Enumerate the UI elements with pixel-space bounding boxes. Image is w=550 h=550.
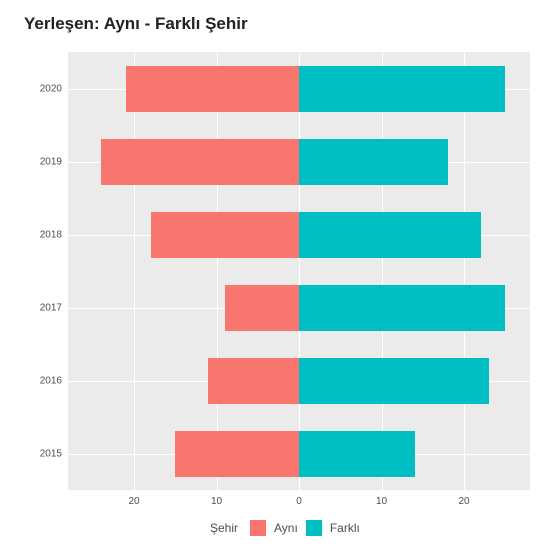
x-gridline [217, 52, 218, 490]
y-tick-label: 2015 [34, 448, 62, 459]
y-tick-label: 2018 [34, 229, 62, 240]
bar-right [299, 358, 489, 404]
legend-title: Şehir [210, 521, 238, 535]
x-tick-label: 0 [296, 496, 302, 507]
x-gridline [464, 52, 465, 490]
x-tick-label: 20 [128, 496, 139, 507]
bar-left [225, 285, 299, 331]
y-tick-label: 2017 [34, 302, 62, 313]
bar-right [299, 212, 481, 258]
y-tick-label: 2020 [34, 83, 62, 94]
legend-label: Farklı [330, 521, 360, 535]
x-gridline [134, 52, 135, 490]
y-tick-label: 2016 [34, 375, 62, 386]
chart-title: Yerleşen: Aynı - Farklı Şehir [24, 14, 248, 34]
bar-left [101, 139, 299, 185]
bar-left [151, 212, 300, 258]
legend-swatch [250, 520, 266, 536]
bar-right [299, 431, 415, 477]
y-tick-label: 2019 [34, 156, 62, 167]
x-tick-label: 20 [458, 496, 469, 507]
bar-right [299, 66, 505, 112]
bar-left [208, 358, 299, 404]
legend-label: Aynı [274, 521, 298, 535]
x-tick-label: 10 [211, 496, 222, 507]
plot-area [68, 52, 530, 490]
bar-left [126, 66, 299, 112]
bar-right [299, 285, 505, 331]
x-gridline [299, 52, 300, 490]
x-tick-label: 10 [376, 496, 387, 507]
bar-left [175, 431, 299, 477]
legend-swatch [306, 520, 322, 536]
x-gridline [382, 52, 383, 490]
legend: Şehir Aynı Farklı [210, 520, 360, 536]
bar-right [299, 139, 448, 185]
